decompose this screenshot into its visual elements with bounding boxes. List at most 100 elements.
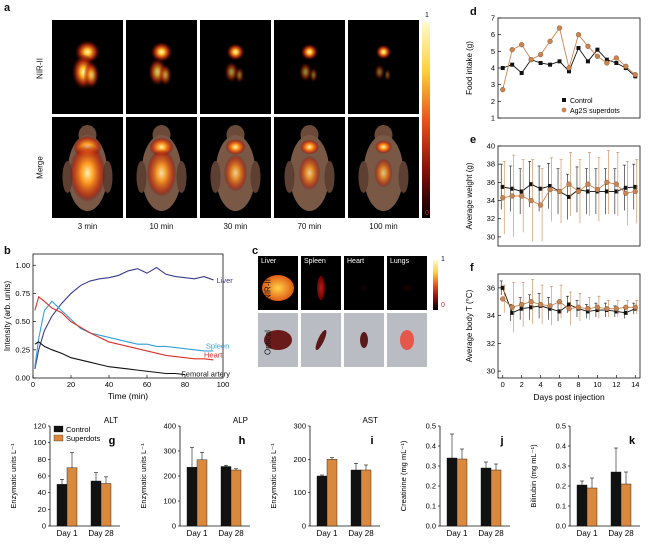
colorbar-a-max: 1 (425, 12, 429, 19)
control-point (576, 46, 581, 50)
organ-nir-tile (387, 256, 427, 310)
y-tick-label: 400 (163, 422, 176, 431)
series-label: Heart (204, 350, 223, 359)
organ-nir-tile (301, 256, 341, 310)
superdots-point (500, 296, 506, 302)
bar-panel-label: k (629, 435, 636, 447)
superdots-point (585, 43, 591, 49)
control-point (548, 62, 553, 67)
control-point (538, 186, 543, 191)
nir-tile (348, 20, 419, 114)
bar-chart-j: 0.0 0.1 0.2 0.3 0.4 0.5 Creatinine (mg mL⁻¹) j D… (399, 422, 510, 538)
superdots-point (519, 193, 525, 199)
control-point (557, 309, 562, 314)
y-tick-label: 2 (491, 97, 495, 106)
control-point (529, 182, 534, 187)
merge-row-label: Merge (35, 156, 45, 179)
c-optical-row-label: Optical (263, 330, 273, 355)
superdots-point (594, 187, 601, 193)
bar-chart-g: 0 20 40 60 80 100 120 Enzymatic units L⁻¹ ALT g Da… (9, 416, 120, 538)
control-bar (186, 467, 198, 527)
y-tick-label: 0.1 (426, 502, 436, 511)
y-axis-label: Average body T (°C) (465, 289, 474, 362)
x-tick-label: 8 (576, 380, 580, 389)
y-tick-label: 20 (38, 505, 46, 514)
y-tick-label: 0.3 (426, 462, 436, 471)
control-point (567, 69, 571, 74)
y-tick-label: 0.3 (556, 462, 566, 471)
panel-f-chart: 30 32 34 36 0 2 4 6 8 10 12 14 Days post injection Av… (465, 273, 641, 402)
superdots-point (547, 303, 553, 309)
x-tick-label: 6 (557, 380, 561, 389)
superdots-point (500, 195, 506, 201)
category-label: Day 28 (348, 529, 374, 538)
y-tick-label: 6 (491, 30, 495, 39)
y-tick-label: 34 (487, 311, 495, 320)
y-tick-label: 32 (487, 214, 495, 223)
y-tick-label: 0.0 (556, 522, 566, 531)
superdots-point (509, 193, 515, 199)
y-tick-label: 0.0 (426, 522, 436, 531)
x-tick-label: 0 (501, 380, 505, 389)
y-tick-label: 100 (33, 438, 46, 447)
x-tick-label: 10 (593, 380, 601, 389)
x-axis-label: Days post injection (533, 392, 605, 402)
superdots-point (632, 304, 638, 310)
superdots-bar (620, 483, 632, 527)
organ-optical-tile (258, 313, 298, 367)
time-label: 10 min (149, 222, 174, 231)
y-tick-label: 200 (293, 455, 306, 464)
bar-chart-k: 0.0 0.1 0.2 0.3 0.4 0.5 Bilirubin (mg mL⁻¹) k Da… (529, 422, 640, 538)
superdots-bar (66, 467, 78, 527)
superdots-bar (100, 483, 112, 527)
y-tick-label: 0 (42, 522, 46, 531)
y-tick-label: 0 (172, 522, 176, 531)
organ-label: Spleen (304, 258, 326, 265)
y-tick-label: 0.75 (15, 289, 30, 298)
superdots-point (566, 181, 572, 187)
organ-optical-tile (387, 313, 427, 367)
legend-label: Control (570, 98, 593, 105)
category-label: Day 1 (187, 529, 208, 538)
superdots-point (623, 304, 629, 310)
superdots-point (519, 301, 525, 308)
control-bar (350, 469, 362, 527)
nir-tile (52, 20, 123, 114)
superdots-point (537, 202, 544, 208)
y-tick-label: 80 (38, 455, 46, 464)
y-tick-label: 7 (491, 14, 495, 23)
panel-d-chart: 1 2 3 4 5 6 7 Food intake (g) Control Ag2S superd… (465, 14, 641, 123)
control-point (585, 309, 590, 314)
y-tick-label: 300 (293, 422, 306, 431)
superdots-point (632, 72, 638, 78)
bar-panel-title: ALP (233, 416, 248, 425)
control-point (500, 184, 505, 189)
x-tick-label: 40 (105, 380, 113, 389)
superdots-bar (360, 469, 372, 527)
control-point (510, 62, 515, 67)
superdots-bar (456, 458, 468, 527)
organ-label: Heart (347, 258, 365, 265)
c-nir-row-label: NIR-II (263, 279, 273, 300)
panel-e-label: e (470, 134, 477, 146)
control-point (614, 189, 619, 194)
superdots-bar (490, 469, 502, 527)
organ-optical-tile (301, 313, 341, 367)
panel-b-chart: 0.00 0.25 0.50 0.75 1.00 0 20 40 60 80 100 Time (mi… (3, 253, 233, 401)
legend-swatch (53, 434, 64, 442)
superdots-point (528, 57, 534, 63)
colorbar-c-min: 0 (441, 302, 445, 309)
nir-row-label: NIR-II (35, 58, 45, 79)
panel-d-label: d (470, 6, 477, 18)
control-point (633, 184, 638, 189)
y-axis-label: Average weight (g) (465, 162, 474, 229)
y-tick-label: 36 (487, 178, 495, 187)
superdots-point (594, 53, 601, 59)
control-bar (446, 457, 458, 527)
plot-frame (497, 145, 641, 247)
control-bar (610, 471, 622, 527)
category-label: Day 28 (88, 529, 114, 538)
control-point (529, 305, 534, 310)
merge-tile (348, 117, 419, 218)
control-bar (316, 475, 328, 527)
